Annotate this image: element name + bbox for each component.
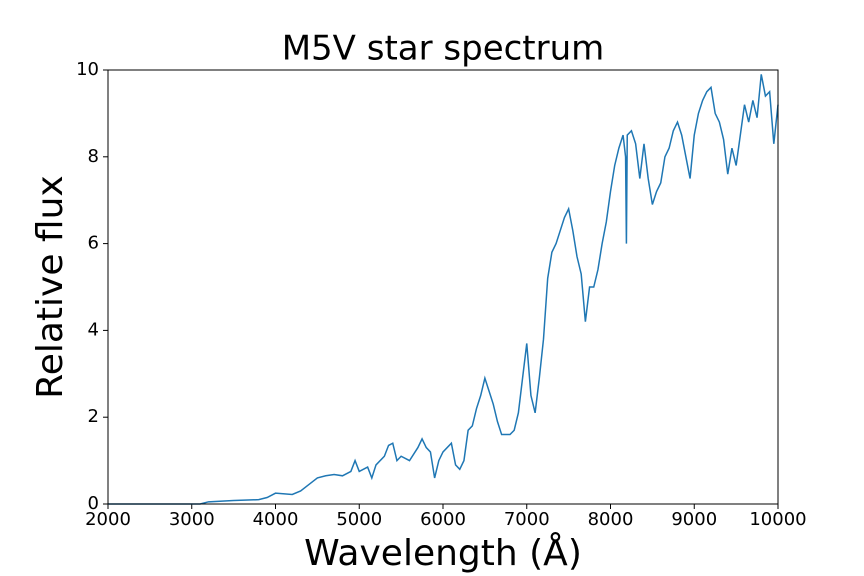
x-tick-label: 9000 [671, 509, 717, 530]
x-tick-label: 4000 [253, 509, 299, 530]
y-tick-label: 0 [88, 493, 99, 514]
x-tick-label: 10000 [749, 509, 806, 530]
plot-frame [107, 69, 779, 505]
x-tick-label: 7000 [504, 509, 550, 530]
y-tick-label: 8 [88, 146, 99, 167]
y-axis-label: Relative flux [30, 175, 71, 398]
y-tick-label: 6 [88, 233, 99, 254]
x-tick-label: 5000 [336, 509, 382, 530]
x-tick-label: 8000 [588, 509, 634, 530]
y-tick-label: 10 [76, 59, 99, 80]
x-axis-label: Wavelength (Å) [304, 531, 582, 574]
y-tick-label: 4 [88, 319, 99, 340]
y-tick-label: 2 [88, 406, 99, 427]
x-tick-label: 3000 [169, 509, 215, 530]
chart-title: M5V star spectrum [282, 29, 605, 69]
x-tick-label: 2000 [85, 509, 131, 530]
spectrum-line [108, 74, 779, 505]
x-tick-label: 6000 [420, 509, 466, 530]
